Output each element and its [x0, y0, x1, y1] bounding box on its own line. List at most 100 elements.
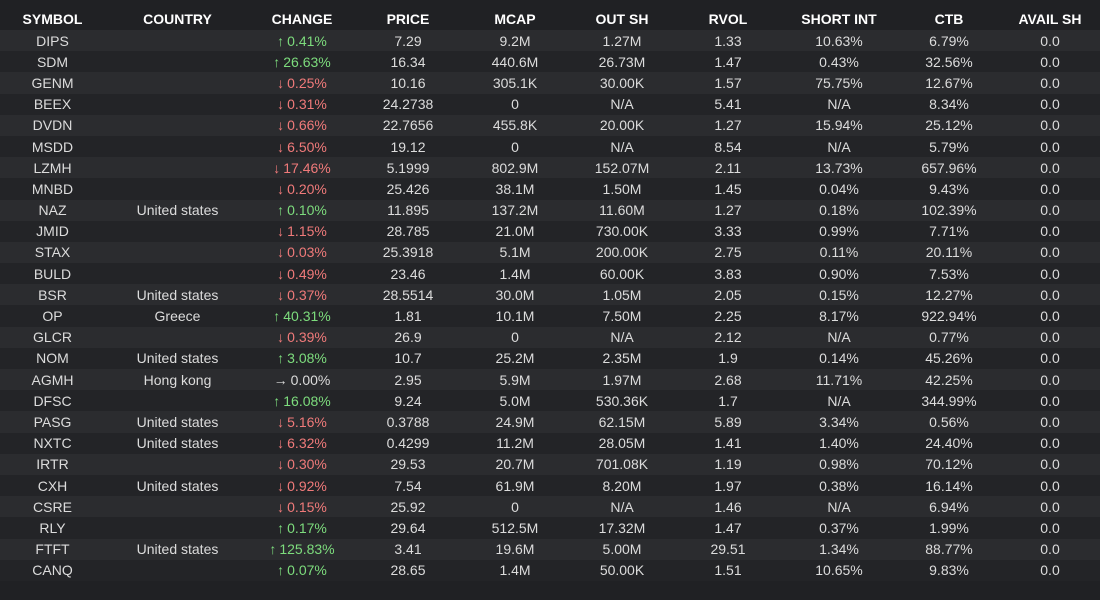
symbol-cell: MSDD [0, 135, 105, 158]
arrow-down-icon: ↓ [277, 498, 285, 515]
table-row[interactable]: RLY ↑ 0.17% 29.64 512.5M 17.32M 1.47 0.37% 1.99%… [0, 517, 1100, 539]
change-value: 26.63% [283, 53, 331, 70]
table-row[interactable]: MSDD ↓ 6.50% 19.12 0 N/A 8.54 N/A 5.79% 0.0 [0, 135, 1100, 158]
short-int-cell: 10.63% [780, 30, 898, 52]
symbol-cell: BSR [0, 284, 105, 306]
table-row[interactable]: BEEX ↓ 0.31% 24.2738 0 N/A 5.41 N/A 8.34% 0.0 [0, 93, 1100, 115]
column-header-avail-sh[interactable]: AVAIL SH [1018, 11, 1082, 27]
symbol-cell: CANQ [0, 559, 105, 581]
column-header-mcap[interactable]: MCAP [494, 11, 536, 27]
rvol-cell: 1.46 [676, 496, 780, 518]
table-row[interactable]: PASG United states ↓ 5.16% 0.3788 24.9M 62.15M… [0, 411, 1100, 433]
table-row[interactable]: BULD ↓ 0.49% 23.46 1.4M 60.00K 3.83 0.90% 7.53% 0… [0, 263, 1100, 285]
change-value: 0.66% [287, 117, 327, 134]
column-header-short-int[interactable]: SHORT INT [801, 11, 877, 27]
column-header-rvol[interactable]: RVOL [708, 11, 748, 27]
avail-sh-cell: 0.0 [1000, 241, 1100, 264]
change-cell: ↑ 0.17% [250, 517, 354, 539]
change-cell: ↓ 17.46% [250, 157, 354, 179]
price-cell: 29.53 [354, 453, 462, 475]
symbol-cell: NOM [0, 347, 105, 369]
table-row[interactable]: NOM United states ↑ 3.08% 10.7 25.2M 2.35M 1.9 0… [0, 347, 1100, 369]
ctb-cell: 657.96% [898, 157, 1000, 179]
table-row[interactable]: DFSC ↑ 16.08% 9.24 5.0M 530.36K 1.7 N/A 344.99% 0… [0, 390, 1100, 412]
symbol-cell: GENM [0, 72, 105, 94]
short-int-cell: N/A [780, 135, 898, 158]
avail-sh-cell: 0.0 [1000, 135, 1100, 158]
avail-sh-cell: 0.0 [1000, 347, 1100, 369]
arrow-down-icon: ↓ [277, 117, 285, 134]
table-row[interactable]: CXH United states ↓ 0.92% 7.54 61.9M 8.20M 1.97… [0, 474, 1100, 497]
country-cell: Hong kong [105, 369, 250, 391]
table-row[interactable]: FTFT United states ↑ 125.83% 3.41 19.6M 5.00M 2… [0, 538, 1100, 560]
country-cell [105, 496, 250, 518]
table-row[interactable]: NXTC United states ↓ 6.32% 0.4299 11.2M 28.05M… [0, 432, 1100, 454]
out-sh-cell: 60.00K [568, 263, 676, 285]
table-row[interactable]: DVDN ↓ 0.66% 22.7656 455.8K 20.00K 1.27 15.94% 2… [0, 114, 1100, 136]
mcap-cell: 0 [462, 135, 568, 158]
avail-sh-cell: 0.0 [1000, 538, 1100, 560]
mcap-cell: 25.2M [462, 347, 568, 369]
symbol-cell: AGMH [0, 369, 105, 391]
table-row[interactable]: AGMH Hong kong → 0.00% 2.95 5.9M 1.97M 2.68 11.7… [0, 369, 1100, 391]
ctb-cell: 70.12% [898, 453, 1000, 475]
symbol-cell: CSRE [0, 496, 105, 518]
column-header-ctb[interactable]: CTB [934, 11, 964, 27]
ctb-cell: 42.25% [898, 369, 1000, 391]
table-row[interactable]: MNBD ↓ 0.20% 25.426 38.1M 1.50M 1.45 0.04% 9.43%… [0, 178, 1100, 200]
table-row[interactable]: SDM ↑ 26.63% 16.34 440.6M 26.73M 1.47 0.43% 32.5… [0, 51, 1100, 73]
table-row[interactable]: NAZ United states ↑ 0.10% 11.895 137.2M 11.60M… [0, 199, 1100, 221]
table-row[interactable]: CANQ ↑ 0.07% 28.65 1.4M 50.00K 1.51 10.65% 9.83%… [0, 559, 1100, 581]
mcap-cell: 20.7M [462, 453, 568, 475]
table-row[interactable]: OP Greece ↑ 40.31% 1.81 10.1M 7.50M 2.25 8.17% 92… [0, 305, 1100, 327]
arrow-down-icon: ↓ [277, 286, 285, 303]
table-row[interactable]: DIPS ↑ 0.41% 7.29 9.2M 1.27M 1.33 10.63% 6.79% 0.… [0, 30, 1100, 52]
price-cell: 2.95 [354, 369, 462, 391]
column-header-symbol[interactable]: SYMBOL [22, 11, 83, 27]
price-cell: 7.29 [354, 30, 462, 52]
short-int-cell: 0.37% [780, 517, 898, 539]
table-row[interactable]: LZMH ↓ 17.46% 5.1999 802.9M 152.07M 2.11 13.73%… [0, 157, 1100, 179]
rvol-cell: 2.11 [676, 157, 780, 179]
arrow-up-icon: ↑ [277, 32, 285, 49]
table-row[interactable]: GENM ↓ 0.25% 10.16 305.1K 30.00K 1.57 75.75% 12.… [0, 72, 1100, 94]
short-int-cell: N/A [780, 390, 898, 412]
price-cell: 16.34 [354, 51, 462, 73]
country-cell: United states [105, 199, 250, 221]
symbol-cell: MNBD [0, 178, 105, 200]
change-cell: ↑ 26.63% [250, 51, 354, 73]
table-row[interactable]: JMID ↓ 1.15% 28.785 21.0M 730.00K 3.33 0.99% 7.7… [0, 220, 1100, 242]
country-cell [105, 241, 250, 264]
column-header-out-sh[interactable]: OUT SH [595, 11, 649, 27]
table-row[interactable]: CSRE ↓ 0.15% 25.92 0 N/A 1.46 N/A 6.94% 0.0 [0, 496, 1100, 518]
avail-sh-cell: 0.0 [1000, 72, 1100, 94]
arrow-down-icon: ↓ [277, 244, 285, 261]
arrow-up-icon: ↑ [273, 392, 281, 409]
change-cell: ↑ 16.08% [250, 390, 354, 412]
column-header-country[interactable]: COUNTRY [143, 11, 212, 27]
change-cell: ↓ 0.92% [250, 474, 354, 497]
mcap-cell: 5.1M [462, 241, 568, 264]
ctb-cell: 9.83% [898, 559, 1000, 581]
mcap-cell: 30.0M [462, 284, 568, 306]
table-row[interactable]: BSR United states ↓ 0.37% 28.5514 30.0M 1.05M 2… [0, 284, 1100, 306]
avail-sh-cell: 0.0 [1000, 432, 1100, 454]
symbol-cell: NXTC [0, 432, 105, 454]
symbol-cell: OP [0, 305, 105, 327]
country-cell [105, 135, 250, 158]
change-value: 0.37% [287, 286, 327, 303]
short-int-cell: 1.34% [780, 538, 898, 560]
table-row[interactable]: IRTR ↓ 0.30% 29.53 20.7M 701.08K 1.19 0.98% 70.1… [0, 453, 1100, 475]
arrow-down-icon: ↓ [277, 435, 285, 452]
mcap-cell: 24.9M [462, 411, 568, 433]
table-row[interactable]: GLCR ↓ 0.39% 26.9 0 N/A 2.12 N/A 0.77% 0.0 [0, 326, 1100, 348]
column-header-price[interactable]: PRICE [386, 11, 430, 27]
out-sh-cell: N/A [568, 496, 676, 518]
rvol-cell: 1.57 [676, 72, 780, 94]
arrow-up-icon: ↑ [277, 562, 285, 579]
mcap-cell: 0 [462, 326, 568, 348]
table-row[interactable]: STAX ↓ 0.03% 25.3918 5.1M 200.00K 2.75 0.11% 20.… [0, 241, 1100, 264]
change-cell: ↑ 0.10% [250, 199, 354, 221]
column-header-change[interactable]: CHANGE [271, 11, 333, 27]
country-cell [105, 51, 250, 73]
